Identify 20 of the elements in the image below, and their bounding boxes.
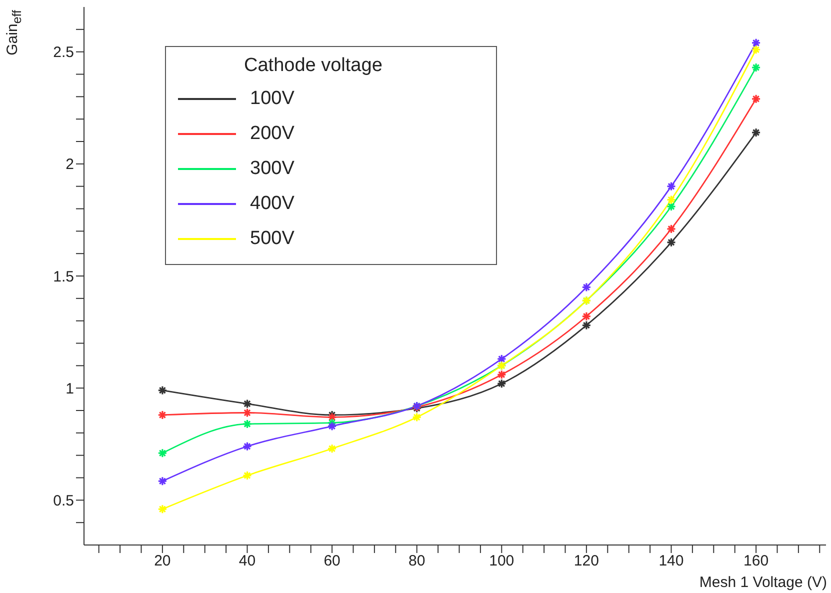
x-tick-label: 60: [324, 552, 340, 570]
x-tick-label: 140: [658, 552, 684, 570]
x-tick-label: 100: [489, 552, 514, 570]
x-tick-label: 160: [744, 552, 769, 570]
y-tick-label: 0.5: [53, 492, 74, 510]
legend-label: 200V: [250, 122, 294, 144]
x-tick-label: 120: [574, 552, 599, 570]
x-tick-label: 80: [408, 552, 426, 570]
y-tick-label: 1: [66, 380, 74, 398]
legend-title: Cathode voltage: [243, 55, 384, 77]
x-tick-label: 20: [154, 552, 171, 570]
y-tick-label: 2: [66, 156, 74, 174]
legend-label: 500V: [250, 228, 294, 250]
y-tick-label: 1.5: [53, 268, 74, 286]
x-tick-label: 40: [238, 552, 256, 570]
legend-label: 100V: [250, 88, 294, 110]
y-tick-label: 2.5: [53, 44, 74, 62]
x-axis-title: Mesh 1 Voltage (V): [699, 574, 827, 591]
legend-label: 300V: [250, 158, 294, 180]
legend-label: 400V: [250, 192, 294, 214]
